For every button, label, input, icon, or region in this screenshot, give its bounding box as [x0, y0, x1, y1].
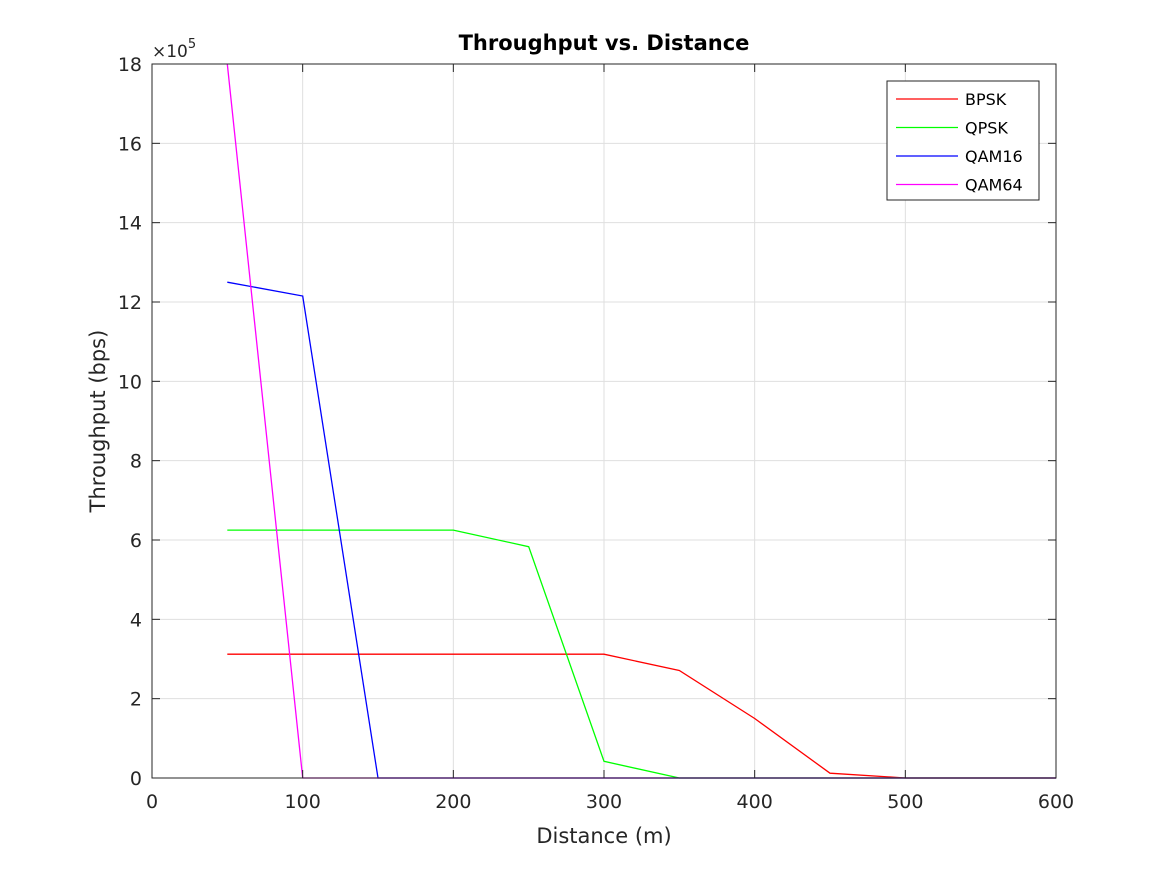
- tick-labels: 0 100 200 300 400 500 600 0 2 4 6 8 10 12 14 16 18: [118, 54, 1074, 813]
- y-exponent-base: ×10: [152, 42, 188, 62]
- x-tick-label: 500: [887, 791, 923, 813]
- axes-frame: [151, 63, 1057, 779]
- y-tick-label: 14: [118, 213, 142, 235]
- y-tick-label: 8: [130, 451, 142, 473]
- y-tick-label: 16: [118, 133, 142, 155]
- y-axis-label: Throughput (bps): [86, 330, 110, 514]
- x-tick-label: 100: [285, 791, 321, 813]
- x-tick-label: 0: [146, 791, 158, 813]
- x-tick-label: 400: [737, 791, 773, 813]
- y-tick-label: 18: [118, 54, 142, 76]
- x-axis-label: Distance (m): [536, 824, 671, 848]
- y-tick-label: 2: [130, 689, 142, 711]
- legend-label-qam64: QAM64: [965, 176, 1023, 195]
- chart-title: Throughput vs. Distance: [459, 31, 750, 55]
- x-tick-label: 300: [586, 791, 622, 813]
- y-tick-label: 12: [118, 292, 142, 314]
- x-tick-label: 200: [435, 791, 471, 813]
- legend-label-qam16: QAM16: [965, 147, 1023, 166]
- legend-label-qpsk: QPSK: [965, 119, 1008, 138]
- y-tick-label: 10: [118, 371, 142, 393]
- legend-box: [886, 80, 1040, 201]
- x-tick-label: 600: [1038, 791, 1074, 813]
- legend-label-bpsk: BPSK: [965, 90, 1007, 109]
- legend: BPSK QPSK QAM16 QAM64: [886, 80, 1040, 201]
- axes-box: [151, 63, 1057, 779]
- y-tick-label: 0: [130, 768, 142, 790]
- y-tick-label: 6: [130, 530, 142, 552]
- y-tick-label: 4: [130, 609, 142, 631]
- y-exponent-power: 5: [188, 37, 196, 52]
- y-exponent: ×105: [152, 37, 196, 62]
